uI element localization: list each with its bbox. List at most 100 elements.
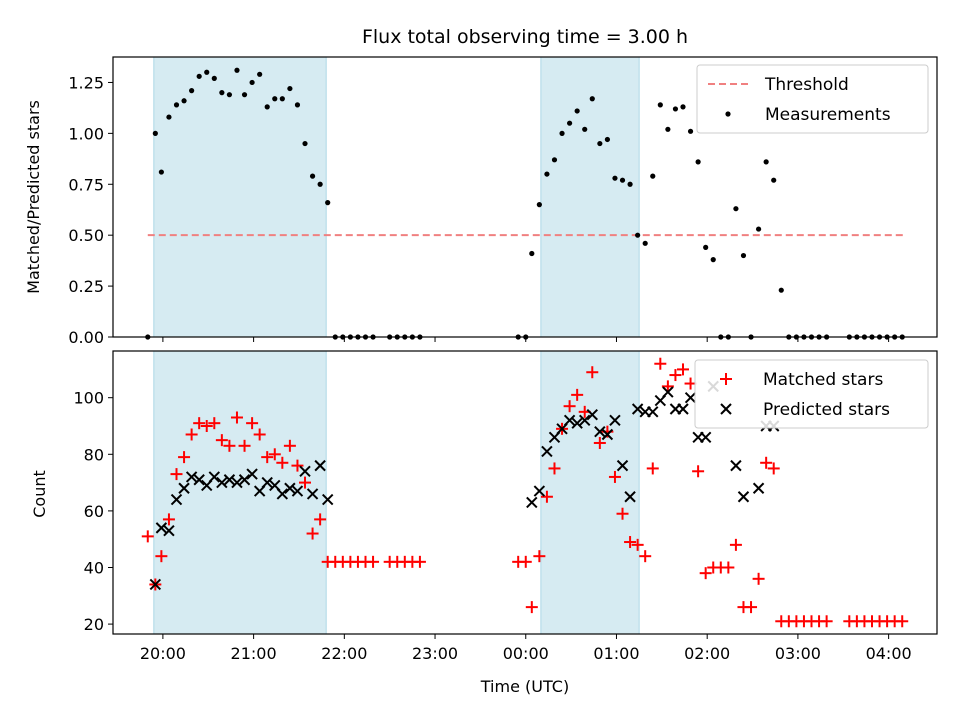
predicted-star-point — [699, 431, 712, 444]
matched-star-point — [631, 538, 644, 551]
predicted-star-point — [541, 445, 553, 458]
bottom-y-tick-label: 80 — [84, 445, 104, 464]
matched-star-point — [215, 434, 228, 447]
legend-measurements-swatch — [725, 111, 731, 117]
matched-star-point — [729, 538, 742, 551]
matched-star-point — [291, 459, 304, 472]
bottom-x-tick-label: 04:00 — [866, 644, 912, 663]
matched-star-point — [525, 601, 538, 614]
legend-predicted-label: Predicted stars — [763, 400, 890, 420]
matched-star-point — [185, 428, 198, 441]
measurement-point — [627, 181, 633, 187]
bottom-x-tick-label: 23:00 — [412, 644, 458, 663]
predicted-star-point — [170, 493, 183, 506]
measurement-point — [589, 96, 595, 102]
predicted-star-point — [737, 491, 750, 503]
measurement-point — [650, 173, 656, 179]
matched-star-point — [646, 462, 659, 475]
top-axes-frame — [112, 56, 938, 338]
predicted-star-point — [291, 485, 304, 497]
predicted-star-point — [246, 468, 258, 480]
top-x-ticks — [162, 337, 890, 342]
matched-star-point — [820, 615, 833, 628]
top-legend: Threshold Measurements — [696, 64, 929, 134]
matched-star-point — [193, 417, 206, 430]
measurement-point — [317, 181, 323, 187]
matched-star-point — [283, 439, 296, 452]
predicted-star-point — [306, 488, 319, 500]
matched-star-point — [593, 436, 606, 449]
measurement-point — [181, 98, 187, 104]
bottom-x-tick-label: 03:00 — [775, 644, 821, 663]
matched-star-point — [896, 615, 909, 628]
predicted-star-point — [193, 474, 205, 486]
measurement-point — [559, 130, 565, 136]
measurement-point — [302, 140, 308, 147]
matched-star-point — [413, 555, 426, 568]
measurement-point — [257, 71, 263, 77]
measurement-point — [544, 171, 550, 177]
predicted-star-point — [178, 482, 190, 494]
measurement-point — [567, 120, 573, 126]
measurement-point — [152, 130, 158, 136]
matched-star-point — [540, 490, 553, 503]
matched-star-point — [533, 550, 546, 563]
measurement-point — [755, 226, 762, 232]
measurement-point — [173, 102, 180, 108]
top-legend-box — [696, 64, 929, 134]
matched-star-point — [261, 451, 274, 464]
bottom-x-tick-label: 02:00 — [684, 644, 730, 663]
measurements-series — [145, 67, 905, 340]
bottom-y-tick-label: 60 — [84, 502, 104, 521]
matched-stars-series — [141, 357, 909, 628]
measurement-point — [604, 136, 611, 143]
predicted-star-point — [261, 476, 273, 489]
predicted-star-point — [563, 414, 576, 427]
legend-threshold-label: Threshold — [764, 75, 849, 95]
measurement-point — [703, 244, 709, 250]
predicted-star-point — [752, 482, 765, 494]
measurement-point — [612, 175, 618, 181]
measurement-point — [226, 92, 233, 98]
measurement-point — [672, 106, 679, 112]
predicted-star-point — [594, 425, 606, 438]
measurement-point — [249, 79, 255, 86]
top-shaded-regions — [153, 56, 640, 338]
matched-star-point — [745, 601, 758, 614]
matched-star-point — [268, 448, 281, 461]
measurement-point — [763, 159, 769, 165]
matched-star-point — [141, 530, 154, 543]
matched-star-point — [253, 428, 266, 441]
measurement-point — [219, 90, 225, 96]
matched-star-point — [563, 400, 576, 413]
matched-star-point — [586, 366, 599, 379]
top-y-tick-label: 0.25 — [68, 277, 104, 296]
top-y-tick-label: 1.00 — [68, 124, 104, 143]
matched-star-point — [299, 476, 312, 489]
top-y-ticks: 0.00 0.25 0.50 0.75 1.00 1.25 — [68, 73, 113, 347]
top-y-axis-label: Matched/Predicted stars — [24, 100, 43, 294]
predicted-star-point — [647, 406, 659, 418]
bottom-shaded-regions — [153, 350, 640, 635]
matched-star-point — [722, 561, 735, 574]
measurement-point — [264, 104, 270, 110]
legend-matched-label: Matched stars — [763, 370, 883, 390]
bottom-y-tick-label: 20 — [84, 615, 104, 634]
matched-star-point — [238, 439, 251, 452]
measurement-point — [529, 250, 535, 257]
matched-star-point — [548, 462, 561, 475]
predicted-star-point — [579, 414, 591, 427]
measurement-point — [710, 257, 716, 263]
measurement-point — [551, 157, 558, 163]
measurement-point — [687, 128, 694, 134]
matched-star-point — [692, 465, 705, 478]
matched-star-point — [654, 357, 667, 370]
measurement-point — [294, 102, 301, 108]
measurement-point — [196, 73, 202, 79]
predicted-star-point — [586, 408, 598, 421]
bottom-legend-box — [694, 359, 929, 429]
bottom-legend: Matched stars Predicted stars — [694, 359, 929, 429]
top-y-tick-label: 0.75 — [68, 175, 104, 194]
top-panel: Flux total observing time = 3.00 h Match… — [24, 26, 938, 347]
measurement-point — [272, 96, 278, 102]
